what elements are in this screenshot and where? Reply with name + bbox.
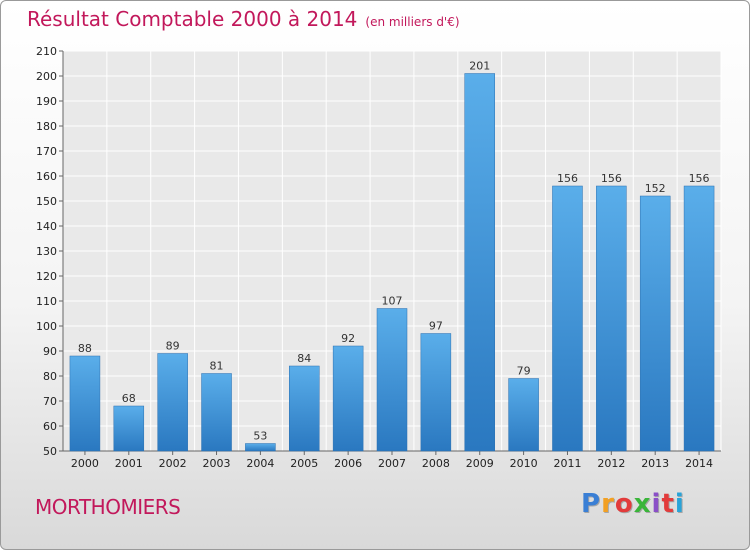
bar bbox=[508, 378, 539, 452]
data-label: 152 bbox=[645, 182, 666, 195]
x-tick-label: 2002 bbox=[159, 457, 187, 470]
proxiti-logo[interactable]: Proxiti bbox=[581, 489, 685, 519]
logo-letter: r bbox=[601, 489, 615, 519]
chart-title: Résultat Comptable 2000 à 2014 bbox=[27, 7, 358, 31]
y-tick-label: 90 bbox=[43, 345, 57, 358]
x-tick-label: 2011 bbox=[553, 457, 581, 470]
data-label: 53 bbox=[253, 430, 267, 443]
x-tick-label: 2004 bbox=[246, 457, 274, 470]
data-label: 156 bbox=[557, 172, 578, 185]
data-label: 156 bbox=[601, 172, 622, 185]
data-label: 156 bbox=[689, 172, 710, 185]
bar bbox=[683, 185, 715, 452]
bar bbox=[113, 405, 145, 452]
data-label: 89 bbox=[166, 340, 180, 353]
logo-letter: P bbox=[581, 489, 602, 519]
chart-subtitle: (en milliers d'€) bbox=[365, 15, 460, 29]
y-tick-label: 160 bbox=[36, 170, 57, 183]
x-tick-label: 2010 bbox=[510, 457, 538, 470]
title-row: Résultat Comptable 2000 à 2014 (en millie… bbox=[27, 7, 460, 31]
y-tick-label: 100 bbox=[36, 320, 57, 333]
bar bbox=[289, 365, 320, 452]
x-tick-label: 2012 bbox=[597, 457, 625, 470]
data-label: 84 bbox=[297, 352, 311, 365]
y-tick-label: 140 bbox=[36, 220, 57, 233]
data-label: 79 bbox=[517, 365, 531, 378]
bar bbox=[376, 308, 408, 452]
y-tick-label: 200 bbox=[36, 70, 57, 83]
y-tick-label: 70 bbox=[43, 395, 57, 408]
logo-letter: i bbox=[674, 489, 685, 519]
x-tick-label: 2008 bbox=[422, 457, 450, 470]
logo-letter: o bbox=[614, 489, 634, 519]
y-tick-label: 50 bbox=[43, 445, 57, 458]
bar bbox=[552, 185, 583, 452]
bar bbox=[332, 345, 364, 452]
logo-letter: t bbox=[661, 489, 675, 519]
x-tick-label: 2000 bbox=[71, 457, 99, 470]
logo-letter: i bbox=[651, 489, 662, 519]
x-tick-label: 2009 bbox=[466, 457, 494, 470]
bar bbox=[157, 353, 188, 452]
y-tick-label: 210 bbox=[36, 45, 57, 58]
x-tick-label: 2007 bbox=[378, 457, 406, 470]
bars bbox=[69, 73, 715, 452]
data-label: 97 bbox=[429, 320, 443, 333]
y-tick-label: 150 bbox=[36, 195, 57, 208]
data-label: 88 bbox=[78, 342, 92, 355]
y-tick-label: 80 bbox=[43, 370, 57, 383]
bar bbox=[69, 355, 101, 452]
logo-letter: x bbox=[633, 489, 652, 519]
bar bbox=[639, 195, 671, 452]
y-tick-label: 120 bbox=[36, 270, 57, 283]
x-tick-label: 2006 bbox=[334, 457, 362, 470]
commune-name: MORTHOMIERS bbox=[35, 495, 181, 519]
y-tick-label: 130 bbox=[36, 245, 57, 258]
bar bbox=[245, 443, 276, 452]
labels: 50 60 70 80 90 100 110 120 130 140 150 160 170 180 190… bbox=[36, 45, 713, 470]
x-tick-label: 2013 bbox=[641, 457, 669, 470]
data-label: 68 bbox=[122, 392, 136, 405]
x-tick-label: 2014 bbox=[685, 457, 713, 470]
bar bbox=[464, 73, 495, 452]
bar bbox=[420, 333, 452, 452]
data-label: 201 bbox=[469, 60, 490, 73]
y-tick-label: 190 bbox=[36, 95, 57, 108]
x-tick-label: 2001 bbox=[115, 457, 143, 470]
data-label: 81 bbox=[210, 360, 224, 373]
x-tick-label: 2005 bbox=[290, 457, 318, 470]
y-tick-label: 110 bbox=[36, 295, 57, 308]
data-label: 92 bbox=[341, 332, 355, 345]
y-tick-label: 180 bbox=[36, 120, 57, 133]
data-label: 107 bbox=[382, 295, 403, 308]
y-tick-label: 170 bbox=[36, 145, 57, 158]
bar bbox=[596, 185, 627, 452]
y-tick-label: 60 bbox=[43, 420, 57, 433]
bar bbox=[201, 373, 232, 452]
x-tick-label: 2003 bbox=[203, 457, 231, 470]
